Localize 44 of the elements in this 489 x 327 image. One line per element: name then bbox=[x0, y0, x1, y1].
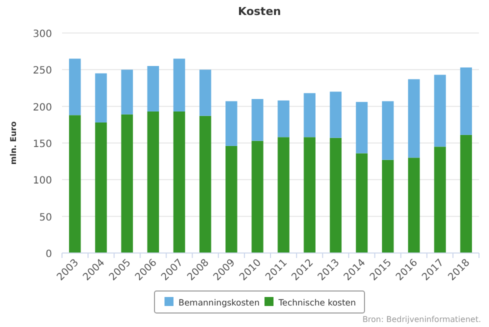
y-tick-label: 200 bbox=[32, 102, 52, 114]
bar bbox=[69, 58, 81, 116]
y-tick-label: 50 bbox=[39, 212, 52, 224]
bar bbox=[434, 146, 446, 253]
legend-label: Technische kosten bbox=[278, 298, 356, 308]
bar bbox=[408, 158, 420, 253]
bar bbox=[304, 93, 316, 138]
bar bbox=[304, 137, 316, 253]
chart-title: Kosten bbox=[238, 5, 281, 18]
bar bbox=[173, 111, 186, 253]
y-tick-label: 300 bbox=[32, 29, 52, 40]
bar bbox=[69, 115, 81, 253]
bar bbox=[382, 101, 394, 160]
bar bbox=[408, 79, 420, 158]
bar bbox=[252, 99, 264, 141]
y-tick-label: 100 bbox=[32, 176, 52, 187]
bar bbox=[147, 66, 160, 112]
bar bbox=[226, 101, 238, 146]
bar bbox=[356, 102, 368, 154]
bar bbox=[278, 137, 290, 253]
bar bbox=[95, 122, 107, 253]
bar bbox=[95, 73, 107, 122]
bar bbox=[199, 116, 212, 253]
bar bbox=[121, 70, 133, 114]
bar bbox=[278, 100, 290, 138]
y-tick-label: 250 bbox=[32, 66, 52, 77]
bar bbox=[199, 70, 212, 116]
bar bbox=[252, 140, 264, 253]
y-axis-title: mln. Euro bbox=[9, 120, 18, 165]
bar bbox=[382, 160, 394, 253]
bar bbox=[121, 114, 133, 253]
bar bbox=[226, 146, 238, 253]
y-tick-label: 0 bbox=[46, 249, 52, 260]
bar bbox=[147, 111, 160, 253]
bar bbox=[434, 74, 446, 147]
bar bbox=[173, 58, 186, 112]
bar bbox=[356, 153, 368, 253]
text: Bron: Bedrijveninformatienet. bbox=[362, 315, 481, 324]
bar bbox=[460, 67, 472, 135]
bar bbox=[460, 134, 472, 253]
legend-label: Bemanningskosten bbox=[178, 298, 260, 308]
bar bbox=[330, 138, 342, 253]
y-tick-label: 150 bbox=[32, 139, 52, 150]
bar bbox=[330, 92, 342, 138]
